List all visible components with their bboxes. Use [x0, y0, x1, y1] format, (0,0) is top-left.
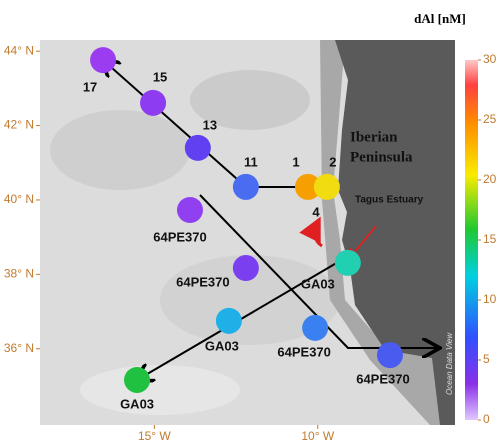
station: [302, 314, 329, 341]
colorbar-tick-label: 15: [483, 232, 497, 246]
station: [294, 173, 321, 200]
lat-tick-label: 40° N: [4, 192, 34, 206]
station: [376, 342, 403, 369]
colorbar-tick-label: 25: [483, 112, 497, 126]
station: [232, 173, 259, 200]
colorbar-title: dAl [nM]: [414, 11, 466, 26]
station-label: 64PE370: [153, 229, 207, 244]
station-label: 13: [203, 117, 217, 132]
colorbar-tick-label: 0: [483, 412, 490, 426]
lat-tick-label: 38° N: [4, 267, 34, 281]
station-label: 11: [244, 154, 258, 169]
watermark: Ocean Data View: [445, 332, 454, 395]
station-label: 64PE370: [277, 344, 331, 359]
station: [313, 173, 340, 200]
station: [334, 249, 361, 276]
red-arrow: [299, 216, 323, 248]
station: [176, 196, 203, 223]
station-label: 2: [329, 154, 336, 169]
station-label: 64PE370: [356, 372, 410, 387]
station-label: 64PE370: [176, 274, 230, 289]
station: [90, 47, 117, 74]
colorbar-tick-label: 5: [483, 352, 490, 366]
lon-tick-label: 15° W: [138, 429, 171, 441]
station-label: 15: [153, 69, 167, 84]
lat-tick-label: 36° N: [4, 341, 34, 355]
station-label: GA03: [120, 396, 154, 411]
colorbar-tick-label: 10: [483, 292, 497, 306]
station: [124, 366, 151, 393]
estuary-label: Tagus Estuary: [355, 195, 424, 206]
colorbar: [465, 60, 478, 420]
lat-tick-label: 44° N: [4, 43, 34, 57]
station: [232, 255, 259, 282]
colorbar-tick-label: 20: [483, 172, 497, 186]
station: [184, 134, 211, 161]
station-label: 17: [83, 80, 97, 95]
map-background: [40, 40, 455, 425]
station-label: 1: [292, 154, 299, 169]
station: [215, 307, 242, 334]
colorbar-tick-label: 30: [483, 52, 497, 66]
lon-tick-label: 10° W: [301, 429, 334, 441]
lat-tick-label: 42° N: [4, 118, 34, 132]
region-label: Peninsula: [350, 149, 413, 165]
station-label: GA03: [301, 276, 335, 291]
station: [140, 89, 167, 116]
station-label: GA03: [205, 338, 239, 353]
station-label: 4: [312, 204, 320, 219]
region-label: Iberian: [350, 129, 398, 145]
